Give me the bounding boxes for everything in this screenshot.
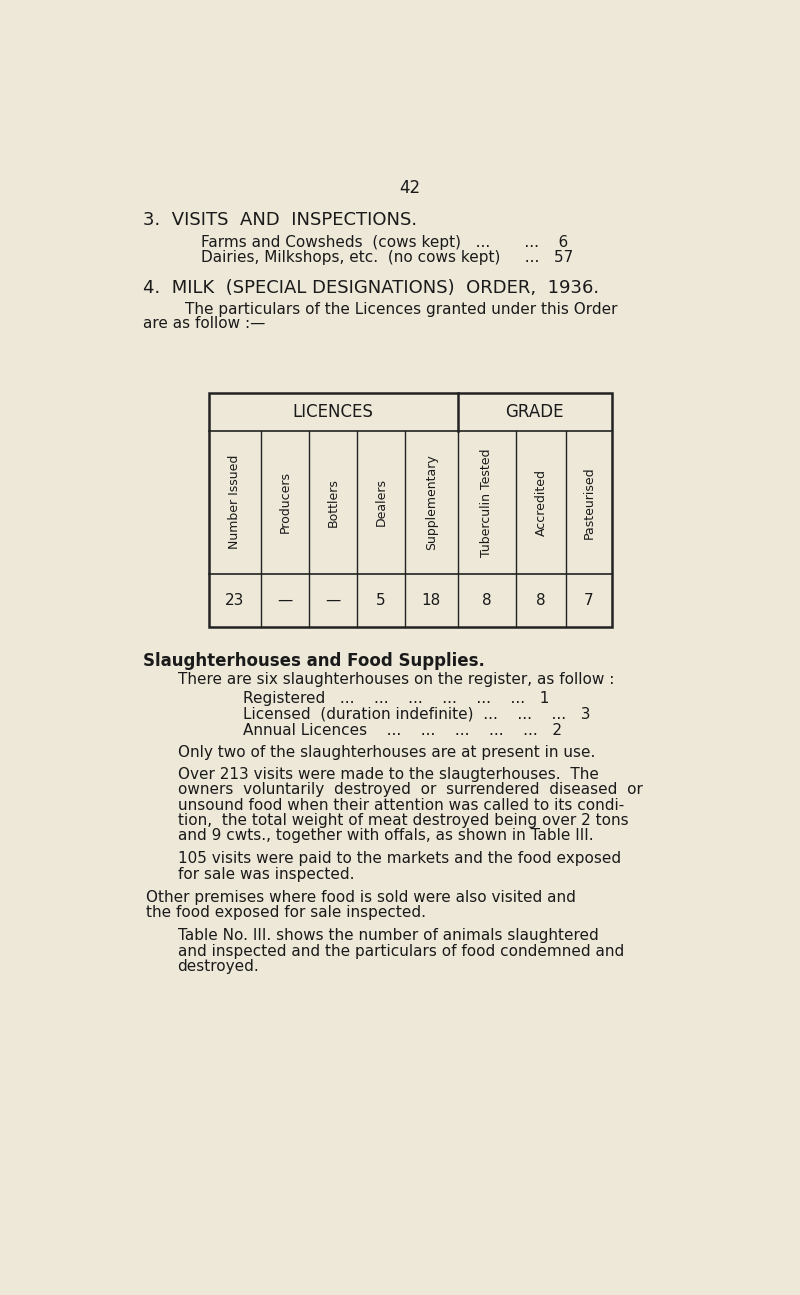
- Text: Accredited: Accredited: [534, 469, 547, 536]
- Text: 18: 18: [422, 593, 441, 607]
- Text: and inspected and the particulars of food condemned and: and inspected and the particulars of foo…: [178, 944, 624, 958]
- Text: 23: 23: [226, 593, 245, 607]
- Text: Dealers: Dealers: [374, 478, 387, 526]
- Text: Farms and Cowsheds  (cows kept)   ...       ...    6: Farms and Cowsheds (cows kept) ... ... 6: [201, 234, 568, 250]
- Text: are as follow :—: are as follow :—: [142, 316, 265, 330]
- Text: 8: 8: [536, 593, 546, 607]
- Text: 4.  MILK  (SPECIAL DESIGNATIONS)  ORDER,  1936.: 4. MILK (SPECIAL DESIGNATIONS) ORDER, 19…: [142, 278, 598, 297]
- Text: 7: 7: [584, 593, 594, 607]
- Text: Licensed  (duration indefinite)  ...    ...    ...   3: Licensed (duration indefinite) ... ... .…: [243, 707, 591, 721]
- Text: Bottlers: Bottlers: [326, 478, 340, 527]
- Text: The particulars of the Licences granted under this Order: The particulars of the Licences granted …: [186, 302, 618, 317]
- Bar: [209, 392, 611, 627]
- Text: owners  voluntarily  destroyed  or  surrendered  diseased  or: owners voluntarily destroyed or surrende…: [178, 782, 642, 798]
- Text: for sale was inspected.: for sale was inspected.: [178, 866, 354, 882]
- Text: Number Issued: Number Issued: [229, 455, 242, 549]
- Text: LICENCES: LICENCES: [293, 403, 374, 421]
- Text: GRADE: GRADE: [506, 403, 564, 421]
- Text: unsound food when their attention was called to its condi-: unsound food when their attention was ca…: [178, 798, 624, 812]
- Text: 8: 8: [482, 593, 492, 607]
- Text: —: —: [278, 593, 293, 607]
- Text: Other premises where food is sold were also visited and: Other premises where food is sold were a…: [146, 890, 576, 905]
- Text: 3.  VISITS  AND  INSPECTIONS.: 3. VISITS AND INSPECTIONS.: [142, 211, 417, 229]
- Text: Supplementary: Supplementary: [425, 455, 438, 550]
- Text: 42: 42: [399, 179, 421, 197]
- Text: Slaughterhouses and Food Supplies.: Slaughterhouses and Food Supplies.: [142, 653, 485, 670]
- Text: Table No. III. shows the number of animals slaughtered: Table No. III. shows the number of anima…: [178, 929, 598, 944]
- Text: There are six slaughterhouses on the register, as follow :: There are six slaughterhouses on the reg…: [178, 672, 614, 688]
- Text: and 9 cwts., together with offals, as shown in Table III.: and 9 cwts., together with offals, as sh…: [178, 829, 593, 843]
- Text: Registered   ...    ...    ...    ...    ...    ...   1: Registered ... ... ... ... ... ... 1: [243, 690, 550, 706]
- Text: Only two of the slaughterhouses are at present in use.: Only two of the slaughterhouses are at p…: [178, 745, 595, 760]
- Text: Dairies, Milkshops, etc.  (no cows kept)     ...   57: Dairies, Milkshops, etc. (no cows kept) …: [201, 250, 573, 265]
- Text: tion,  the total weight of meat destroyed being over 2 tons: tion, the total weight of meat destroyed…: [178, 813, 628, 828]
- Text: 105 visits were paid to the markets and the food exposed: 105 visits were paid to the markets and …: [178, 852, 621, 866]
- Text: Annual Licences    ...    ...    ...    ...    ...   2: Annual Licences ... ... ... ... ... 2: [243, 723, 562, 738]
- Text: Pasteurised: Pasteurised: [582, 466, 595, 539]
- Text: Tuberculin Tested: Tuberculin Tested: [480, 448, 494, 557]
- Text: Producers: Producers: [279, 471, 292, 534]
- Text: destroyed.: destroyed.: [178, 960, 259, 974]
- Text: 5: 5: [376, 593, 386, 607]
- Text: the food exposed for sale inspected.: the food exposed for sale inspected.: [146, 905, 426, 921]
- Text: Over 213 visits were made to the slaugterhouses.  The: Over 213 visits were made to the slaugte…: [178, 767, 598, 782]
- Text: —: —: [326, 593, 341, 607]
